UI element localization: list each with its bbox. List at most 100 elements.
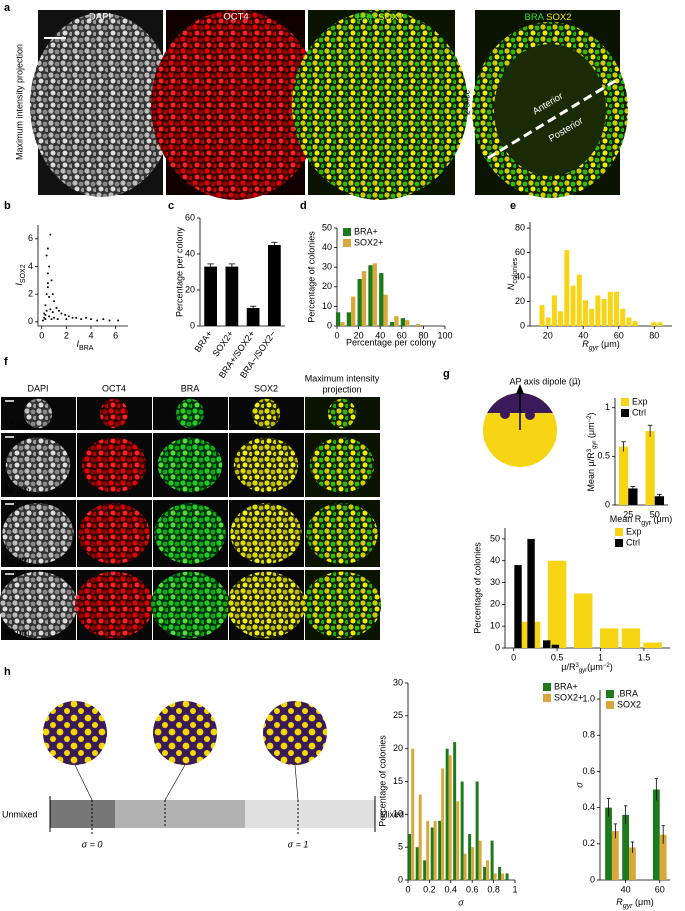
- bar: [351, 296, 356, 326]
- legend-swatch: [343, 228, 351, 236]
- x-tick-label: 1: [598, 652, 603, 662]
- x-tick-label: 80: [649, 330, 659, 340]
- y-tick-label: 0: [327, 320, 332, 330]
- x-label: σ: [458, 897, 464, 907]
- point: [65, 318, 68, 321]
- colony: [302, 571, 382, 639]
- bar: [657, 322, 663, 326]
- legend-swatch: [615, 539, 623, 547]
- panel-label: d: [300, 200, 307, 212]
- x-tick-label: 20: [354, 330, 364, 340]
- point: [46, 247, 49, 250]
- x-label-sup2: −2: [603, 663, 611, 669]
- point: [60, 312, 63, 315]
- y-tick-label: 20: [490, 599, 500, 609]
- y-tick-label: 0.5: [597, 451, 610, 461]
- x-label-sup: 3: [575, 663, 579, 669]
- bar: [430, 827, 434, 880]
- ap-axis: [487, 76, 621, 160]
- bar: [405, 320, 410, 326]
- y-tick-label: 0: [190, 320, 195, 330]
- bar: [204, 266, 217, 326]
- panel-label: g: [443, 368, 450, 380]
- x-tick-label: 60: [614, 330, 624, 340]
- x-tick-label: 2: [64, 330, 69, 340]
- x-label-sub: gyr: [623, 903, 633, 910]
- bar: [501, 873, 505, 880]
- y-tick-label: 1.0: [582, 693, 595, 703]
- bar: [551, 644, 560, 648]
- header: BRA SOX2: [356, 12, 403, 23]
- x-tick-label: 25: [623, 509, 633, 519]
- panel-g-diagram: AP axis dipole (μ⃗): [483, 376, 581, 467]
- bar: [471, 847, 475, 880]
- lumen: [494, 44, 606, 176]
- x-tick-label: 0: [39, 330, 44, 340]
- panel-label: e: [510, 200, 516, 212]
- y-label-sup: 3: [587, 448, 593, 452]
- y-tick-label: 0: [605, 499, 610, 509]
- y-label: σ: [574, 782, 584, 788]
- legend-label: SOX2+: [554, 692, 583, 702]
- colony: [226, 571, 306, 639]
- point: [57, 309, 60, 312]
- x-tick-label: 1: [512, 884, 517, 894]
- row-label: 19 μm: [4, 417, 29, 427]
- y-label: Ncolonies: [506, 257, 518, 290]
- point: [117, 319, 120, 322]
- legend-label: Exp: [626, 526, 642, 536]
- x-tick-label: 0.5: [551, 652, 564, 662]
- point: [48, 265, 51, 268]
- legend-swatch: [606, 701, 614, 709]
- x-label-a: Mean R: [610, 514, 642, 524]
- point: [53, 316, 56, 319]
- y-label-sub: colonies: [512, 257, 519, 283]
- bar: [654, 496, 665, 505]
- bar: [411, 748, 415, 880]
- bar: [415, 324, 421, 326]
- legend-label: BRA+: [554, 681, 578, 691]
- bar: [542, 640, 551, 648]
- point: [102, 318, 105, 321]
- y-tick-label: 20: [393, 743, 403, 753]
- y-tick-label: 50: [490, 533, 500, 543]
- colony: [2, 503, 74, 564]
- point: [96, 319, 99, 322]
- panel-f: DAPI OCT4 BRA SOX2 Maximum intensity pro…: [27, 373, 379, 394]
- y-label-c: ): [586, 413, 596, 416]
- x-label-a: R: [616, 897, 623, 907]
- bar: [475, 781, 479, 880]
- point: [46, 282, 49, 285]
- x-tick-label: 40: [375, 330, 385, 340]
- bar: [564, 250, 570, 326]
- bar: [595, 295, 601, 326]
- unmixed: Unmixed: [2, 809, 38, 819]
- colony: [176, 398, 204, 429]
- header: DAPI: [89, 12, 111, 23]
- y-tick-label: 20: [185, 284, 195, 294]
- colony: [306, 503, 378, 564]
- bar: [357, 278, 362, 326]
- y-tick-label: 5: [398, 842, 403, 852]
- x-tick-label: 0.4: [445, 884, 458, 894]
- panel-label: h: [4, 666, 11, 678]
- bar: [400, 318, 406, 326]
- gradient-step: [245, 800, 375, 828]
- bar: [620, 308, 626, 326]
- mixed: Mixed: [380, 809, 404, 819]
- y-tick-label: 0.2: [582, 838, 595, 848]
- connector: [74, 764, 93, 801]
- axes: [37, 225, 128, 327]
- y-tick-label: 40: [322, 242, 332, 252]
- x-tick-label: 0: [405, 884, 410, 894]
- colony: [5, 437, 71, 493]
- colony: [328, 398, 356, 429]
- colony: [78, 503, 150, 564]
- point: [49, 233, 52, 236]
- legend-label: BRA+: [354, 226, 378, 236]
- bar: [418, 794, 422, 880]
- colony: [263, 701, 327, 765]
- header-sox2: SOX2: [378, 12, 403, 23]
